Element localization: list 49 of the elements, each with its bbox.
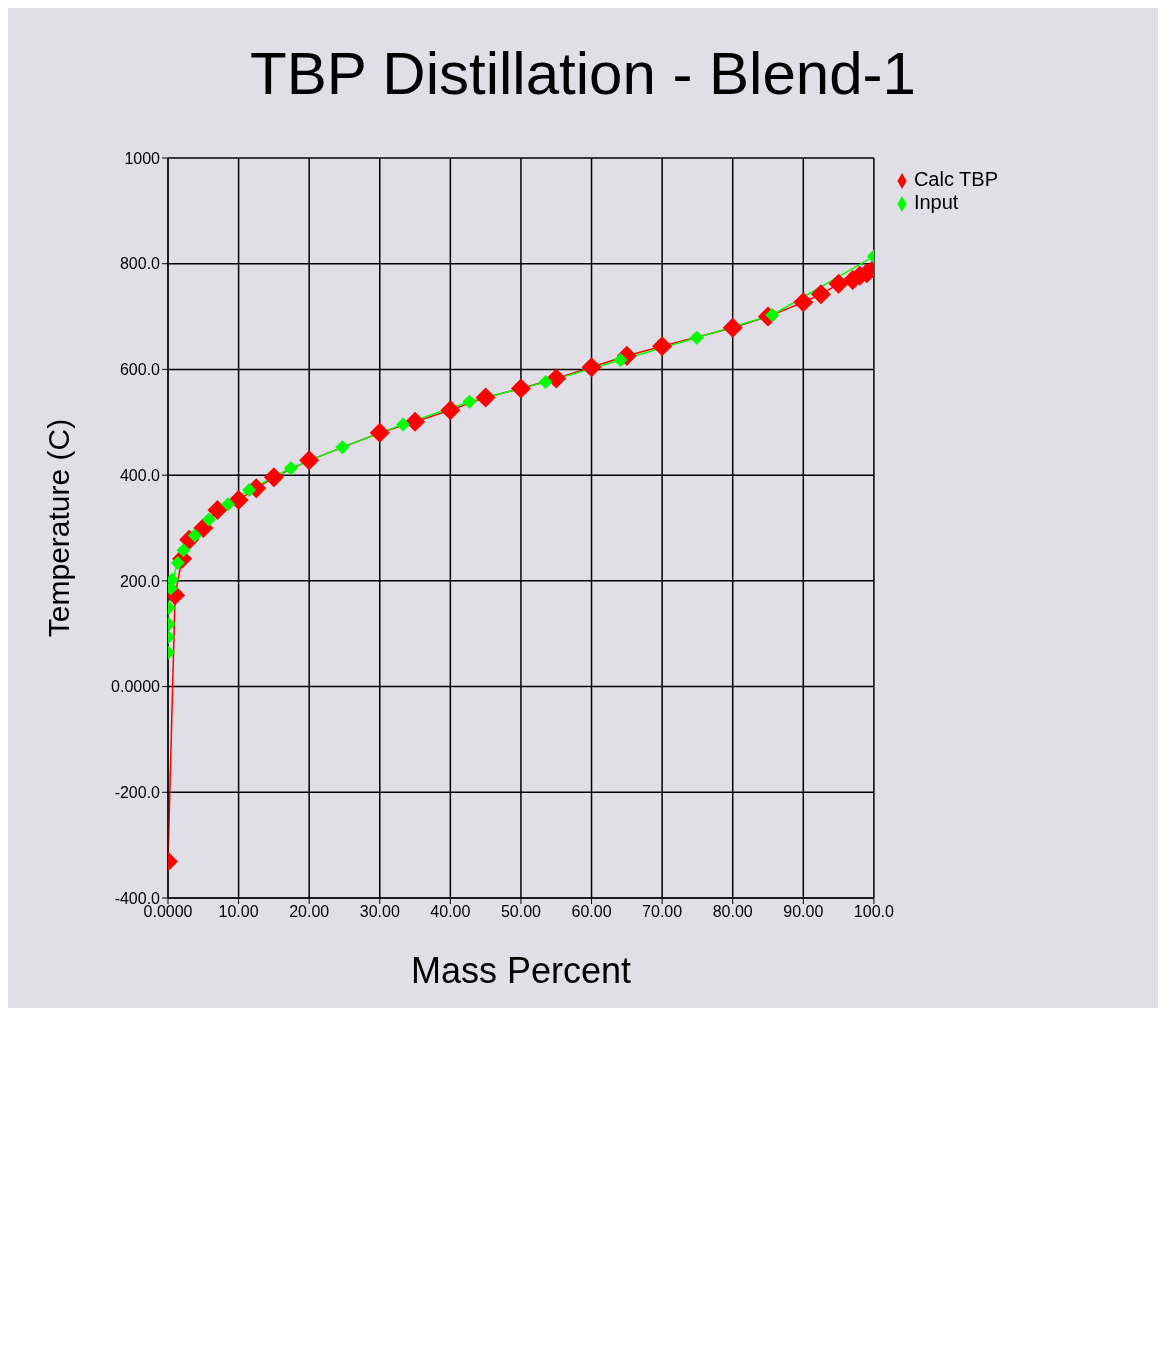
x-tick-label: 60.00 <box>571 903 612 921</box>
y-tick-label: 0.0000 <box>111 678 161 696</box>
x-tick-label: 50.00 <box>500 903 542 921</box>
point <box>652 336 673 357</box>
y-tick-label: 1000 <box>124 149 161 167</box>
point <box>793 292 814 313</box>
y-tick-label: 200.0 <box>119 572 161 590</box>
x-tick-label: 10.00 <box>218 903 259 921</box>
x-axis-title: Mass Percent <box>410 950 631 991</box>
point <box>201 512 216 527</box>
point <box>546 368 567 389</box>
point <box>538 375 553 390</box>
point <box>462 394 477 409</box>
x-tick-label: 90.00 <box>783 903 824 921</box>
y-tick-label: -200.0 <box>114 783 161 801</box>
point <box>221 497 235 512</box>
x-tick-label: 70.00 <box>642 903 683 921</box>
point <box>335 440 350 455</box>
point <box>828 273 849 294</box>
point <box>242 482 257 497</box>
x-tick-label: 80.00 <box>712 903 753 921</box>
point <box>810 284 831 305</box>
point <box>228 489 249 510</box>
point <box>405 411 426 432</box>
legend-label: Input <box>913 191 959 213</box>
point <box>689 330 704 345</box>
point <box>283 461 298 476</box>
legend-label: Calc TBP <box>913 168 998 190</box>
point <box>440 400 461 421</box>
point <box>369 422 390 443</box>
point <box>207 500 228 521</box>
y-axis-title: Temperature (C) <box>41 418 75 638</box>
y-tick-label: 800.0 <box>119 255 161 273</box>
y-tick-label: 400.0 <box>119 466 161 484</box>
x-tick-label: 100.0 <box>853 903 895 921</box>
x-tick-label: 20.00 <box>289 903 330 921</box>
point <box>299 450 320 471</box>
point <box>510 378 531 399</box>
point <box>263 467 284 488</box>
point <box>722 317 743 338</box>
chart-title: TBP Distillation - Blend-1 <box>249 38 917 109</box>
x-tick-label: 30.00 <box>359 903 400 921</box>
point <box>475 387 496 408</box>
point <box>176 543 191 558</box>
point <box>396 417 411 432</box>
y-tick-label: 600.0 <box>119 361 161 379</box>
point <box>581 357 602 378</box>
x-tick-label: 0.0000 <box>143 903 193 921</box>
x-tick-label: 40.00 <box>430 903 471 921</box>
